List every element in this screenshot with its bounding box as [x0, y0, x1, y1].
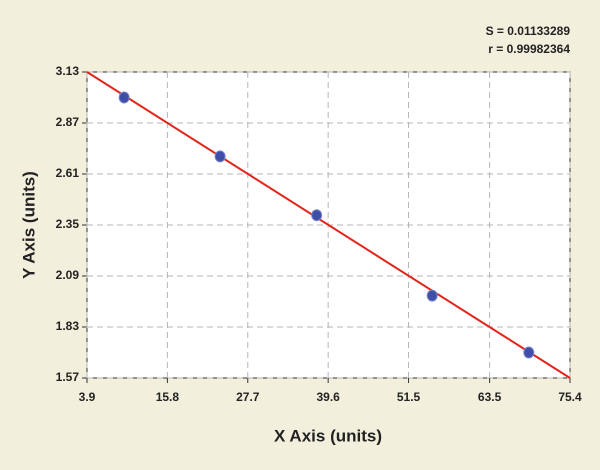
- point: [311, 209, 323, 222]
- y-tick-label: 2.61: [56, 166, 80, 180]
- x-tick-label: 51.5: [397, 390, 421, 404]
- y-tick-label: 2.09: [56, 268, 80, 282]
- y-tick-label: 1.57: [56, 370, 80, 384]
- x-tick-label: 63.5: [478, 390, 502, 404]
- point: [118, 91, 130, 104]
- x-tick-label: 27.7: [236, 390, 260, 404]
- annotation: r = 0.99982364: [488, 42, 570, 56]
- x-tick-label: 3.9: [79, 390, 96, 404]
- point: [426, 289, 438, 302]
- point: [523, 346, 535, 359]
- y-tick-label: 2.87: [56, 115, 80, 129]
- y-tick-label: 2.35: [56, 217, 80, 231]
- x-tick-label: 15.8: [156, 390, 180, 404]
- fit-line: [86, 71, 571, 379]
- annotation: S = 0.01133289: [486, 24, 571, 38]
- x-axis-label: X Axis (units): [274, 426, 382, 445]
- x-tick-label: 39.6: [316, 390, 340, 404]
- y-tick-label: 3.13: [56, 64, 80, 78]
- y-axis-label: Y Axis (units): [19, 171, 38, 279]
- point: [214, 150, 226, 163]
- x-tick-label: 75.4: [558, 390, 582, 404]
- y-tick-label: 1.83: [56, 319, 80, 333]
